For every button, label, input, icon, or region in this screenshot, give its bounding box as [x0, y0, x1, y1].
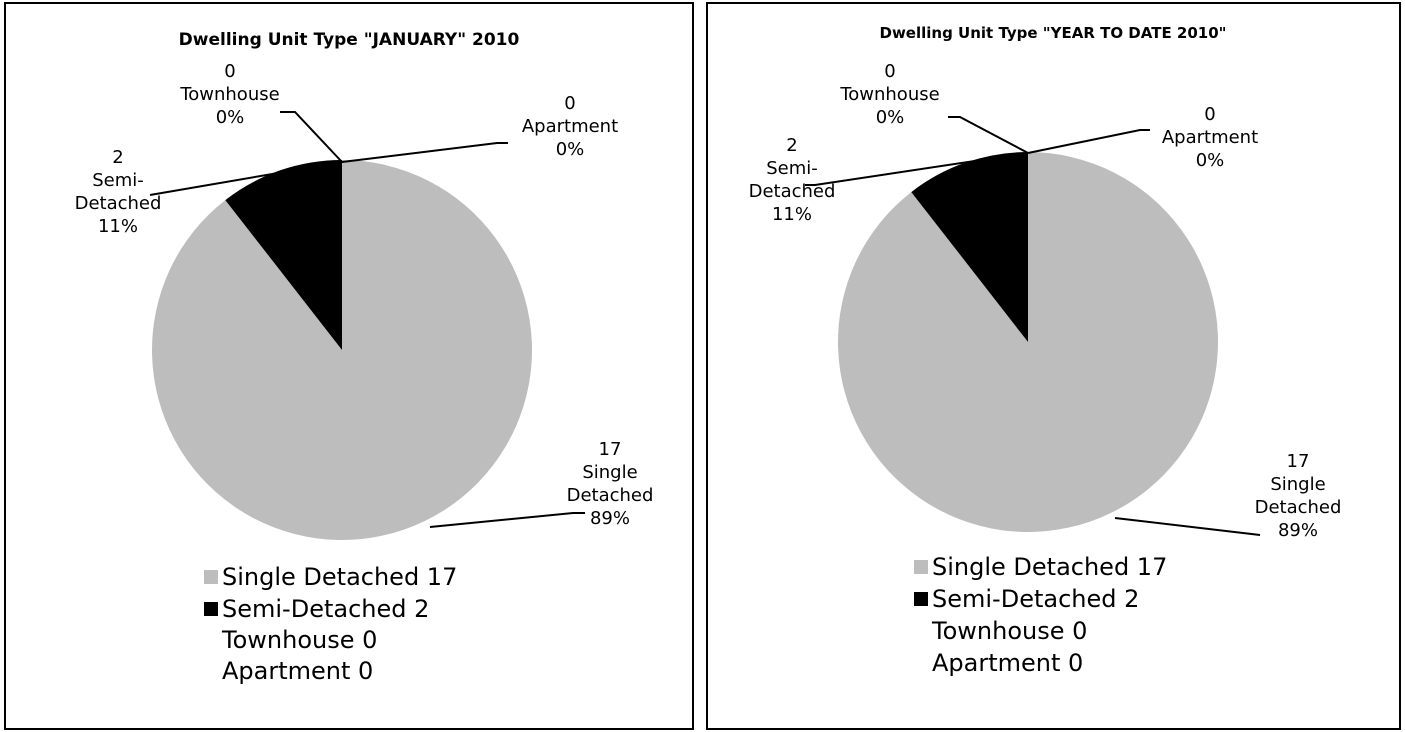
- legend-swatch: [204, 664, 218, 678]
- pie-slice: [838, 152, 1218, 533]
- data-label-category: Semi-Detached: [74, 170, 162, 214]
- legend-entry: Semi-Detached 2: [222, 595, 430, 623]
- data-label-category: Semi-Detached: [748, 158, 836, 202]
- leader-line: [341, 142, 508, 163]
- data-label-percent: 0%: [555, 139, 585, 160]
- legend-swatch: [204, 602, 218, 616]
- legend-entry: Townhouse 0: [222, 626, 378, 654]
- chart-title: Dwelling Unit Type "YEAR TO DATE 2010": [880, 24, 1227, 42]
- pie-slice: [225, 160, 342, 350]
- data-label-category: Single Detached: [1254, 474, 1342, 518]
- data-label-category: Apartment: [521, 116, 619, 137]
- leader-line: [1114, 517, 1261, 536]
- data-label-value: 2: [786, 135, 798, 156]
- data-label-value: 0: [564, 93, 576, 114]
- data-label: 2 Semi-Detached 11%: [73, 146, 163, 238]
- data-label-percent: 89%: [589, 508, 630, 529]
- legend-swatch: [914, 592, 928, 606]
- legend-entry: Single Detached 17: [932, 553, 1168, 581]
- chart-panel: [706, 2, 1401, 730]
- legend-swatch: [204, 633, 218, 647]
- leader-line: [948, 116, 1029, 154]
- data-label-category: Townhouse: [180, 84, 280, 105]
- data-label-value: 0: [224, 61, 236, 82]
- data-label: 2 Semi-Detached 11%: [747, 134, 837, 226]
- pie-slice: [911, 152, 1028, 342]
- data-label: 0 Townhouse 0%: [175, 60, 285, 129]
- data-label-value: 17: [598, 439, 622, 460]
- leader-line: [149, 161, 343, 196]
- legend-entry: Apartment 0: [932, 649, 1084, 677]
- data-label-value: 0: [1204, 104, 1216, 125]
- data-label: 0 Townhouse 0%: [835, 60, 945, 129]
- data-label: 0 Apartment 0%: [515, 92, 625, 161]
- data-label-value: 2: [112, 147, 124, 168]
- data-label-value: 0: [884, 61, 896, 82]
- data-label-percent: 11%: [97, 216, 138, 237]
- chart-panel: [4, 2, 694, 730]
- leader-line: [1027, 129, 1150, 154]
- data-label-percent: 11%: [771, 204, 812, 225]
- data-label-percent: 0%: [1195, 150, 1225, 171]
- data-label-category: Single Detached: [566, 462, 654, 506]
- legend-entry: Semi-Detached 2: [932, 585, 1140, 613]
- leader-line: [805, 152, 1029, 186]
- legend-swatch: [914, 624, 928, 638]
- data-label-value: 17: [1286, 451, 1310, 472]
- chart-title: Dwelling Unit Type "JANUARY" 2010: [179, 30, 520, 50]
- leader-line: [429, 512, 585, 528]
- legend-entry: Single Detached 17: [222, 563, 458, 591]
- legend-swatch: [914, 560, 928, 574]
- legend-swatch: [914, 656, 928, 670]
- data-label-percent: 0%: [215, 107, 245, 128]
- data-label: 0 Apartment 0%: [1155, 103, 1265, 172]
- data-label-category: Apartment: [1161, 127, 1259, 148]
- data-label: 17 Single Detached 89%: [1253, 450, 1343, 542]
- legend-entry: Apartment 0: [222, 657, 374, 685]
- data-label: 17 Single Detached 89%: [565, 438, 655, 530]
- data-label-percent: 89%: [1277, 520, 1318, 541]
- legend-swatch: [204, 570, 218, 584]
- legend-entry: Townhouse 0: [932, 617, 1088, 645]
- data-label-percent: 0%: [875, 107, 905, 128]
- data-label-category: Townhouse: [840, 84, 940, 105]
- leader-line: [280, 111, 343, 163]
